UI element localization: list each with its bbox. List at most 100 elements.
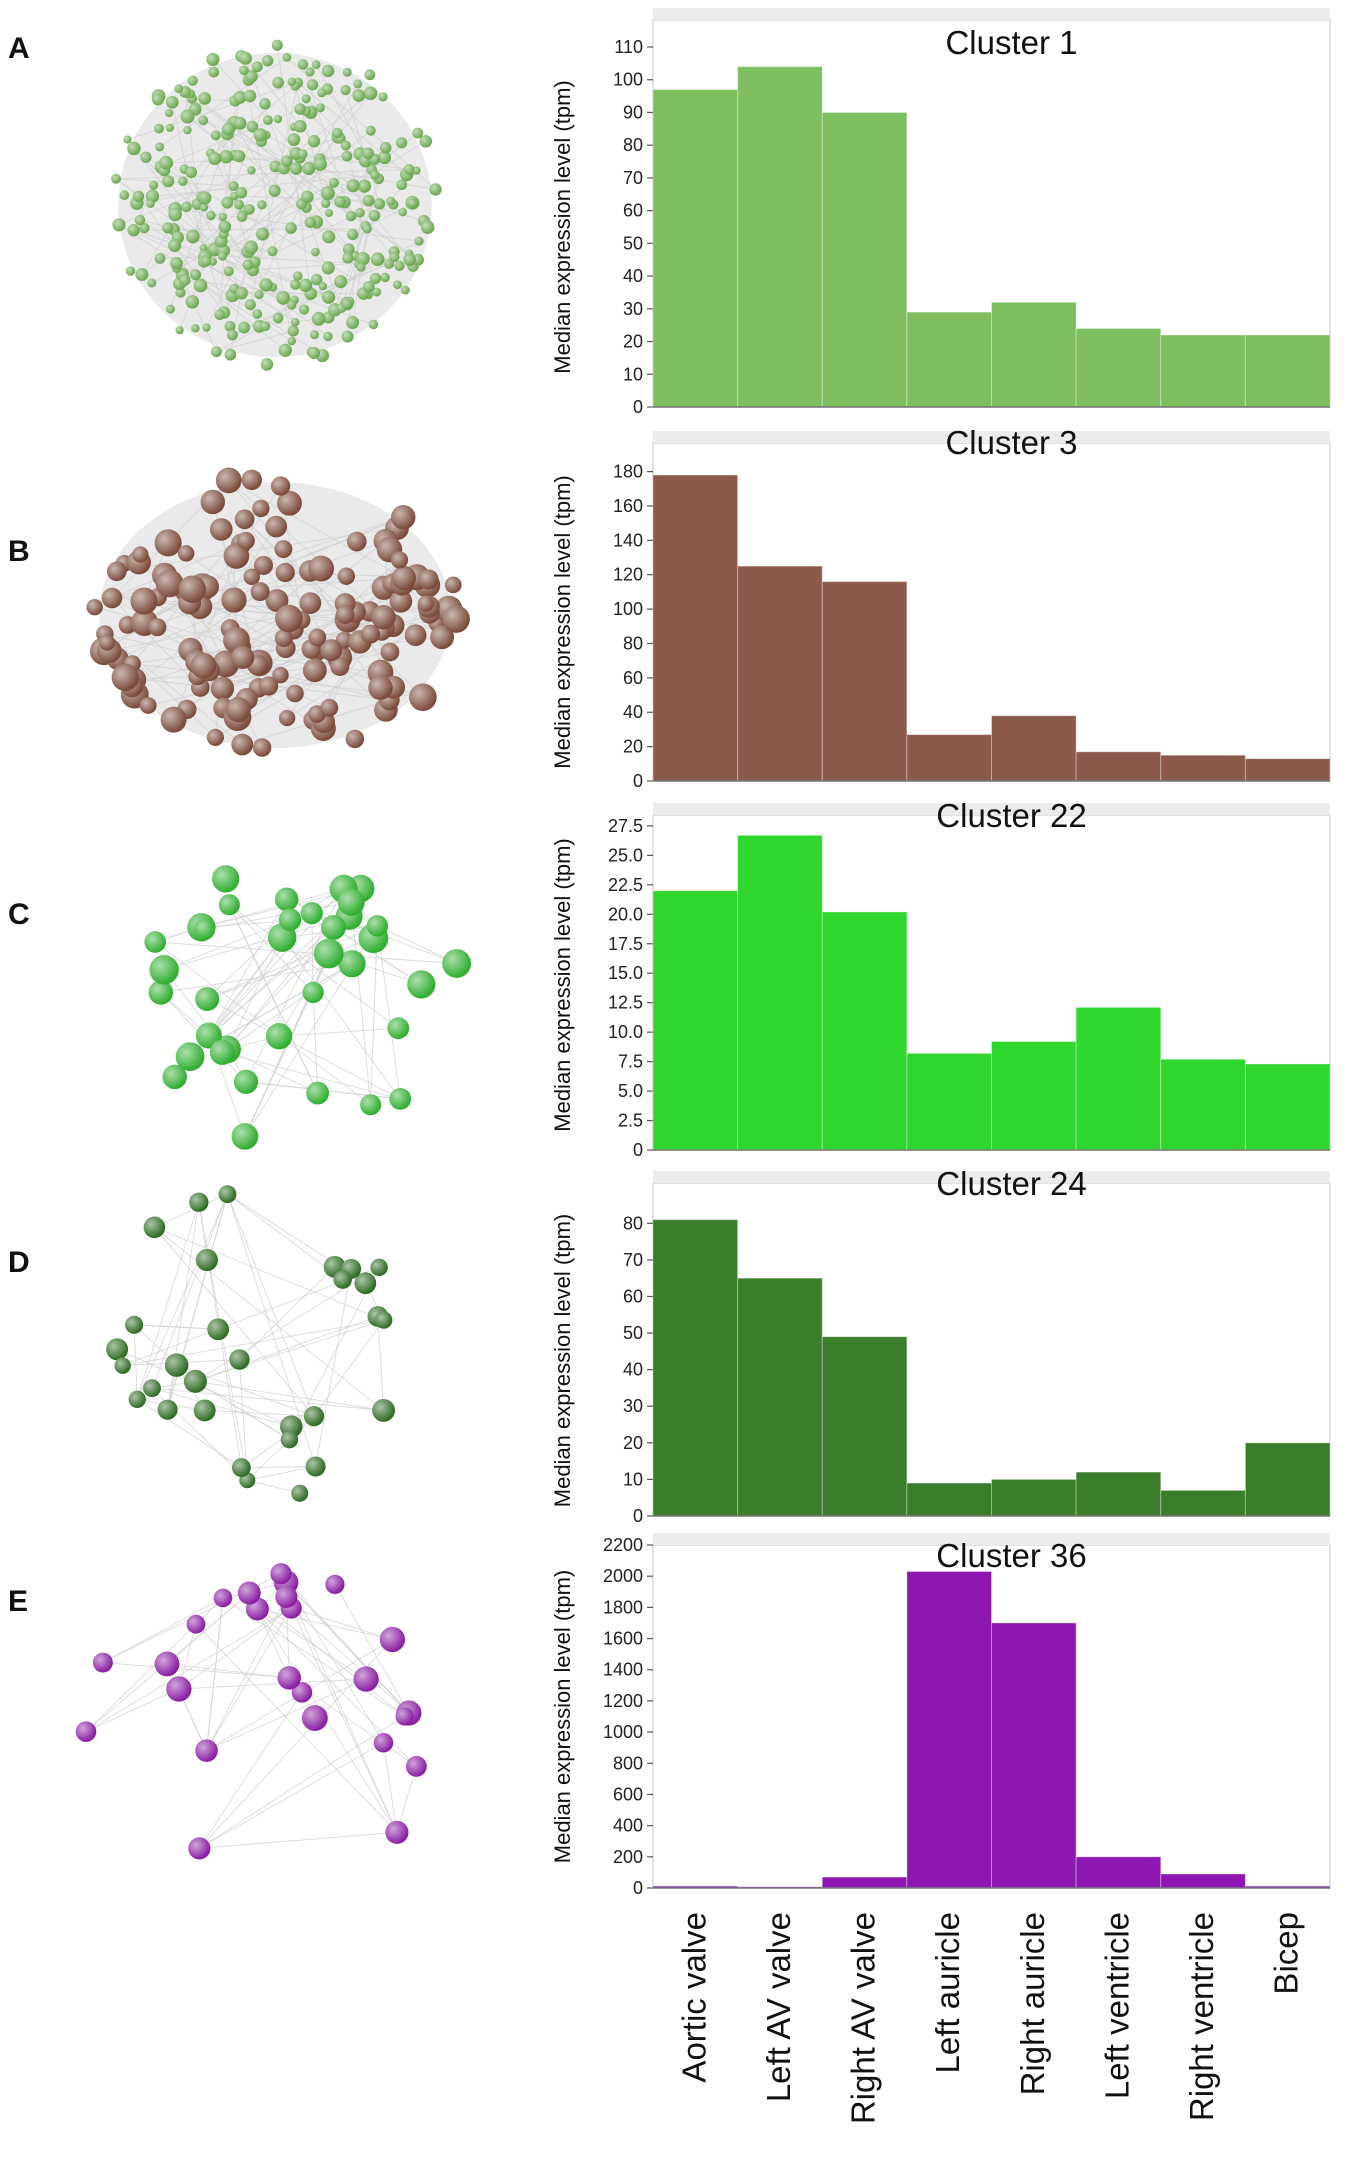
network-node bbox=[238, 321, 251, 334]
network-node bbox=[250, 582, 270, 602]
network-node bbox=[144, 931, 166, 953]
network-node bbox=[330, 656, 350, 676]
y-tick-label: 60 bbox=[623, 1286, 643, 1306]
network-node bbox=[265, 515, 288, 538]
y-tick-label: 2000 bbox=[603, 1566, 643, 1586]
bar-right-av-valve bbox=[821, 1336, 908, 1517]
network-node bbox=[278, 709, 296, 727]
network-node bbox=[360, 624, 381, 644]
y-tick-label: 0 bbox=[633, 1506, 643, 1526]
network-edge bbox=[206, 1597, 224, 1751]
network-edge bbox=[285, 616, 384, 649]
network-node bbox=[170, 256, 183, 270]
bar-left-auricle bbox=[906, 734, 992, 782]
network-node bbox=[162, 1064, 187, 1090]
network-node bbox=[274, 887, 299, 912]
network-node bbox=[275, 562, 295, 583]
network-node bbox=[307, 134, 321, 148]
network-edge bbox=[376, 925, 401, 1099]
network-node bbox=[165, 123, 175, 132]
network-edge bbox=[206, 998, 401, 1100]
title-band bbox=[653, 1533, 1330, 1545]
y-tick-label: 40 bbox=[623, 702, 643, 722]
network-edge bbox=[280, 1573, 410, 1714]
network-edge bbox=[241, 1465, 316, 1469]
network-node bbox=[368, 319, 379, 330]
y-tick-label: 50 bbox=[623, 1323, 643, 1343]
bar-aortic-valve bbox=[652, 1219, 739, 1517]
network-node bbox=[147, 278, 157, 288]
y-tick-label: 120 bbox=[613, 565, 643, 585]
network-node bbox=[357, 179, 372, 193]
network-node bbox=[407, 970, 436, 999]
network-node bbox=[409, 683, 437, 711]
network-node bbox=[318, 282, 328, 291]
network-node bbox=[252, 309, 263, 319]
network-node bbox=[290, 279, 301, 290]
network-node bbox=[186, 1614, 206, 1634]
network-node bbox=[323, 331, 333, 342]
network-edge bbox=[199, 1712, 410, 1849]
network-node bbox=[321, 290, 336, 304]
network-node bbox=[315, 103, 325, 113]
network-edge bbox=[138, 196, 225, 313]
network-node bbox=[270, 1563, 292, 1585]
network-edge bbox=[222, 1051, 401, 1100]
y-tick-label: 600 bbox=[613, 1784, 643, 1804]
network-node bbox=[140, 151, 152, 163]
network-node bbox=[353, 79, 363, 89]
network-edge bbox=[133, 148, 215, 250]
network-node bbox=[311, 311, 326, 326]
network-edge bbox=[109, 614, 288, 652]
network-node bbox=[127, 141, 141, 156]
network-node bbox=[256, 227, 270, 241]
network-node bbox=[305, 1456, 326, 1477]
network-node bbox=[127, 224, 140, 237]
network-node bbox=[289, 162, 303, 175]
panel-letter-e: E bbox=[8, 1585, 29, 1618]
network-edge bbox=[154, 941, 371, 1106]
network-node bbox=[178, 176, 188, 186]
title-band bbox=[653, 803, 1330, 815]
network-node bbox=[395, 1707, 414, 1726]
y-tick-label: 1000 bbox=[603, 1722, 643, 1742]
bar-bicep bbox=[1244, 334, 1331, 408]
network-node bbox=[403, 253, 417, 267]
network-node bbox=[251, 61, 263, 73]
network-node bbox=[259, 278, 273, 292]
network-node bbox=[277, 1666, 301, 1690]
network-edge bbox=[352, 140, 427, 187]
network-node bbox=[206, 52, 220, 67]
network-node bbox=[396, 179, 408, 191]
bar-right-auricle bbox=[991, 301, 1077, 408]
y-tick-label: 60 bbox=[623, 201, 643, 221]
network-node bbox=[190, 269, 202, 281]
network-node bbox=[226, 329, 238, 341]
network-node bbox=[353, 1666, 379, 1692]
y-tick-label: 80 bbox=[623, 1213, 643, 1233]
network-node bbox=[273, 114, 283, 124]
y-tick-label: 90 bbox=[623, 102, 643, 122]
chart-cluster-2: 0 2.5 5.0 7.5 10.0 12.5 15.0 17.5 20.0 22.5 25.0 27… bbox=[550, 797, 1331, 1160]
network-node bbox=[320, 198, 331, 209]
network-node bbox=[345, 210, 357, 222]
network-node bbox=[198, 91, 212, 105]
network-edge bbox=[104, 633, 243, 745]
network-node bbox=[189, 1192, 209, 1212]
network-node bbox=[429, 183, 442, 196]
y-tick-label: 0 bbox=[633, 771, 643, 791]
network-edge bbox=[285, 1596, 398, 1833]
network-node bbox=[322, 230, 336, 244]
network-node bbox=[320, 639, 343, 662]
y-tick-label: 10.0 bbox=[608, 1022, 643, 1042]
network-node bbox=[274, 540, 293, 559]
network-node bbox=[231, 1123, 259, 1150]
network-node bbox=[213, 1588, 233, 1608]
network-edge bbox=[154, 1226, 384, 1411]
network-node bbox=[321, 261, 335, 275]
network-node bbox=[408, 198, 418, 209]
network-edge bbox=[352, 228, 368, 323]
y-tick-label: 1600 bbox=[603, 1629, 643, 1649]
network-node bbox=[208, 151, 222, 166]
